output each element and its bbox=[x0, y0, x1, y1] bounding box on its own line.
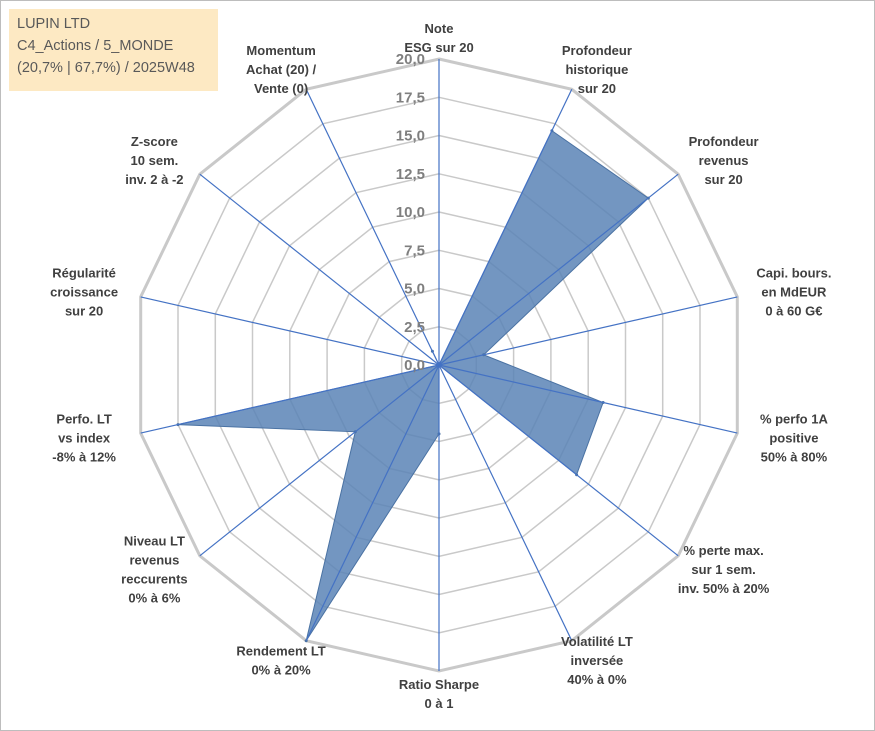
axis-label: Régularité croissance sur 20 bbox=[50, 266, 118, 319]
axis-label-line: positive bbox=[769, 431, 818, 446]
axis-label-line: croissance bbox=[50, 285, 118, 300]
axis-label: Momentum Achat (20) / Vente (0) bbox=[246, 43, 316, 96]
axis-spokes bbox=[140, 59, 738, 671]
axis-label: % perfo 1A positive 50% à 80% bbox=[760, 412, 829, 465]
axis-label-line: Profondeur bbox=[689, 134, 759, 149]
axis-label-line: Momentum bbox=[246, 43, 315, 58]
tick-label: 10,0 bbox=[396, 204, 425, 221]
axis-label-line: % perfo 1A bbox=[760, 412, 829, 427]
tick-label: 12,5 bbox=[396, 166, 425, 183]
axis-label-line: Volatilité LT bbox=[561, 634, 633, 649]
axis-label-line: Niveau LT bbox=[124, 534, 185, 549]
axis-label-line: reccurents bbox=[121, 572, 187, 587]
axis-label-line: inv. 2 à -2 bbox=[125, 172, 183, 187]
tick-label: 0,0 bbox=[404, 357, 425, 374]
axis-label-line: sur 1 sem. bbox=[691, 562, 755, 577]
axis-spoke bbox=[438, 364, 573, 641]
axis-label-line: 40% à 0% bbox=[567, 672, 627, 687]
axis-label-line: vs index bbox=[58, 431, 111, 446]
axis-label-line: en MdEUR bbox=[761, 285, 827, 300]
axis-label-line: Ratio Sharpe bbox=[399, 677, 479, 692]
axis-label-line: revenus bbox=[699, 153, 749, 168]
axis-label: Rendement LT 0% à 20% bbox=[236, 644, 325, 678]
tick-label: 2,5 bbox=[404, 319, 425, 336]
axis-label: Note ESG sur 20 bbox=[404, 21, 473, 55]
axis-label: Z-score 10 sem. inv. 2 à -2 bbox=[125, 134, 183, 187]
axis-label-line: Note bbox=[425, 21, 454, 36]
company-name: LUPIN LTD bbox=[17, 16, 91, 32]
axis-label-line: 0% à 20% bbox=[251, 663, 311, 678]
axis-label: Profondeur revenus sur 20 bbox=[689, 134, 759, 187]
axis-label: Volatilité LT inversée 40% à 0% bbox=[561, 634, 633, 687]
summary-label: (20,7% | 67,7%) / 2025W48 bbox=[17, 60, 195, 76]
axis-label-line: sur 20 bbox=[65, 304, 103, 319]
axis-label-line: 50% à 80% bbox=[761, 450, 828, 465]
axis-spoke bbox=[438, 364, 679, 557]
axis-labels: Note ESG sur 20 Profondeur historique sur 20… bbox=[50, 21, 831, 711]
tick-label: 7,5 bbox=[404, 242, 425, 259]
axis-label-line: 0% à 6% bbox=[128, 591, 180, 606]
axis-spoke bbox=[140, 364, 440, 434]
axis-label-line: revenus bbox=[129, 553, 179, 568]
axis-label-line: 10 sem. bbox=[131, 153, 179, 168]
axis-spoke bbox=[438, 173, 679, 366]
axis-label-line: Rendement LT bbox=[236, 644, 325, 659]
axis-label: Niveau LT revenus reccurents 0% à 6% bbox=[121, 534, 187, 606]
axis-spoke bbox=[305, 89, 440, 366]
tick-labels: 0,0 2,5 5,0 7,5 10,0 12,5 15,0 17,5 20,0 bbox=[396, 51, 425, 374]
axis-label-line: Profondeur bbox=[562, 43, 632, 58]
tick-label: 17,5 bbox=[396, 89, 425, 106]
axis-spoke bbox=[438, 296, 738, 366]
axis-label-line: Z-score bbox=[131, 134, 178, 149]
axis-label-line: ESG sur 20 bbox=[404, 40, 473, 55]
axis-label-line: inversée bbox=[571, 653, 624, 668]
axis-label: Capi. bours. en MdEUR 0 à 60 G€ bbox=[756, 266, 831, 319]
tick-label: 5,0 bbox=[404, 281, 425, 298]
axis-label-line: historique bbox=[565, 62, 628, 77]
axis-label-line: sur 20 bbox=[704, 172, 742, 187]
axis-spoke bbox=[199, 364, 440, 557]
axis-label: % perte max. sur 1 sem. inv. 50% à 20% bbox=[678, 543, 770, 596]
axis-label: Ratio Sharpe 0 à 1 bbox=[399, 677, 479, 711]
axis-label-line: Vente (0) bbox=[254, 81, 308, 96]
axis-spoke bbox=[199, 173, 440, 366]
axis-spoke bbox=[305, 364, 440, 641]
axis-label: Perfo. LT vs index -8% à 12% bbox=[52, 412, 116, 465]
category-label: C4_Actions / 5_MONDE bbox=[17, 38, 174, 54]
axis-label-line: inv. 50% à 20% bbox=[678, 581, 770, 596]
axis-label-line: Capi. bours. bbox=[756, 266, 831, 281]
axis-label-line: Achat (20) / bbox=[246, 62, 316, 77]
axis-label-line: -8% à 12% bbox=[52, 450, 116, 465]
axis-label-line: % perte max. bbox=[683, 543, 763, 558]
axis-label-line: Perfo. LT bbox=[56, 412, 111, 427]
tick-label: 15,0 bbox=[396, 128, 425, 145]
title-box: LUPIN LTD C4_Actions / 5_MONDE (20,7% | … bbox=[9, 9, 218, 91]
axis-label-line: 0 à 1 bbox=[425, 696, 454, 711]
axis-label-line: 0 à 60 G€ bbox=[765, 304, 822, 319]
axis-spoke bbox=[140, 296, 440, 366]
axis-label: Profondeur historique sur 20 bbox=[562, 43, 632, 96]
axis-label-line: Régularité bbox=[52, 266, 116, 281]
tick-label: 20,0 bbox=[396, 51, 425, 68]
axis-spoke bbox=[438, 89, 573, 366]
axis-label-line: sur 20 bbox=[578, 81, 616, 96]
axis-spoke bbox=[438, 364, 738, 434]
